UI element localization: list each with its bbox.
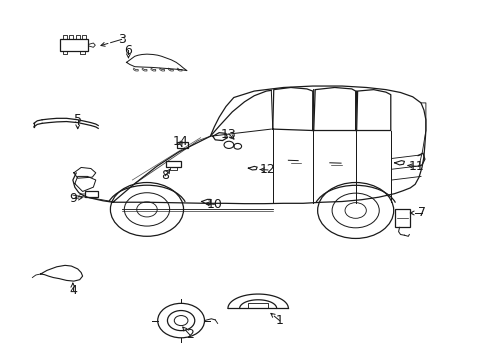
Text: 4: 4 [69,284,77,297]
Text: 14: 14 [172,135,187,148]
Text: 5: 5 [74,113,81,126]
Text: 2: 2 [185,328,193,341]
Text: 12: 12 [260,163,275,176]
Text: 1: 1 [275,314,283,327]
Bar [60,40,88,51]
Bar [166,161,181,167]
Text: 3: 3 [118,33,125,46]
Text: 7: 7 [418,207,426,220]
Text: 10: 10 [206,198,222,211]
Text: 6: 6 [124,44,132,57]
Bar [177,142,187,148]
Text: 11: 11 [407,160,423,173]
Bar [84,191,98,197]
Text: 9: 9 [69,192,77,205]
Text: 8: 8 [161,169,169,182]
Text: 13: 13 [221,127,236,141]
Bar [394,210,409,227]
